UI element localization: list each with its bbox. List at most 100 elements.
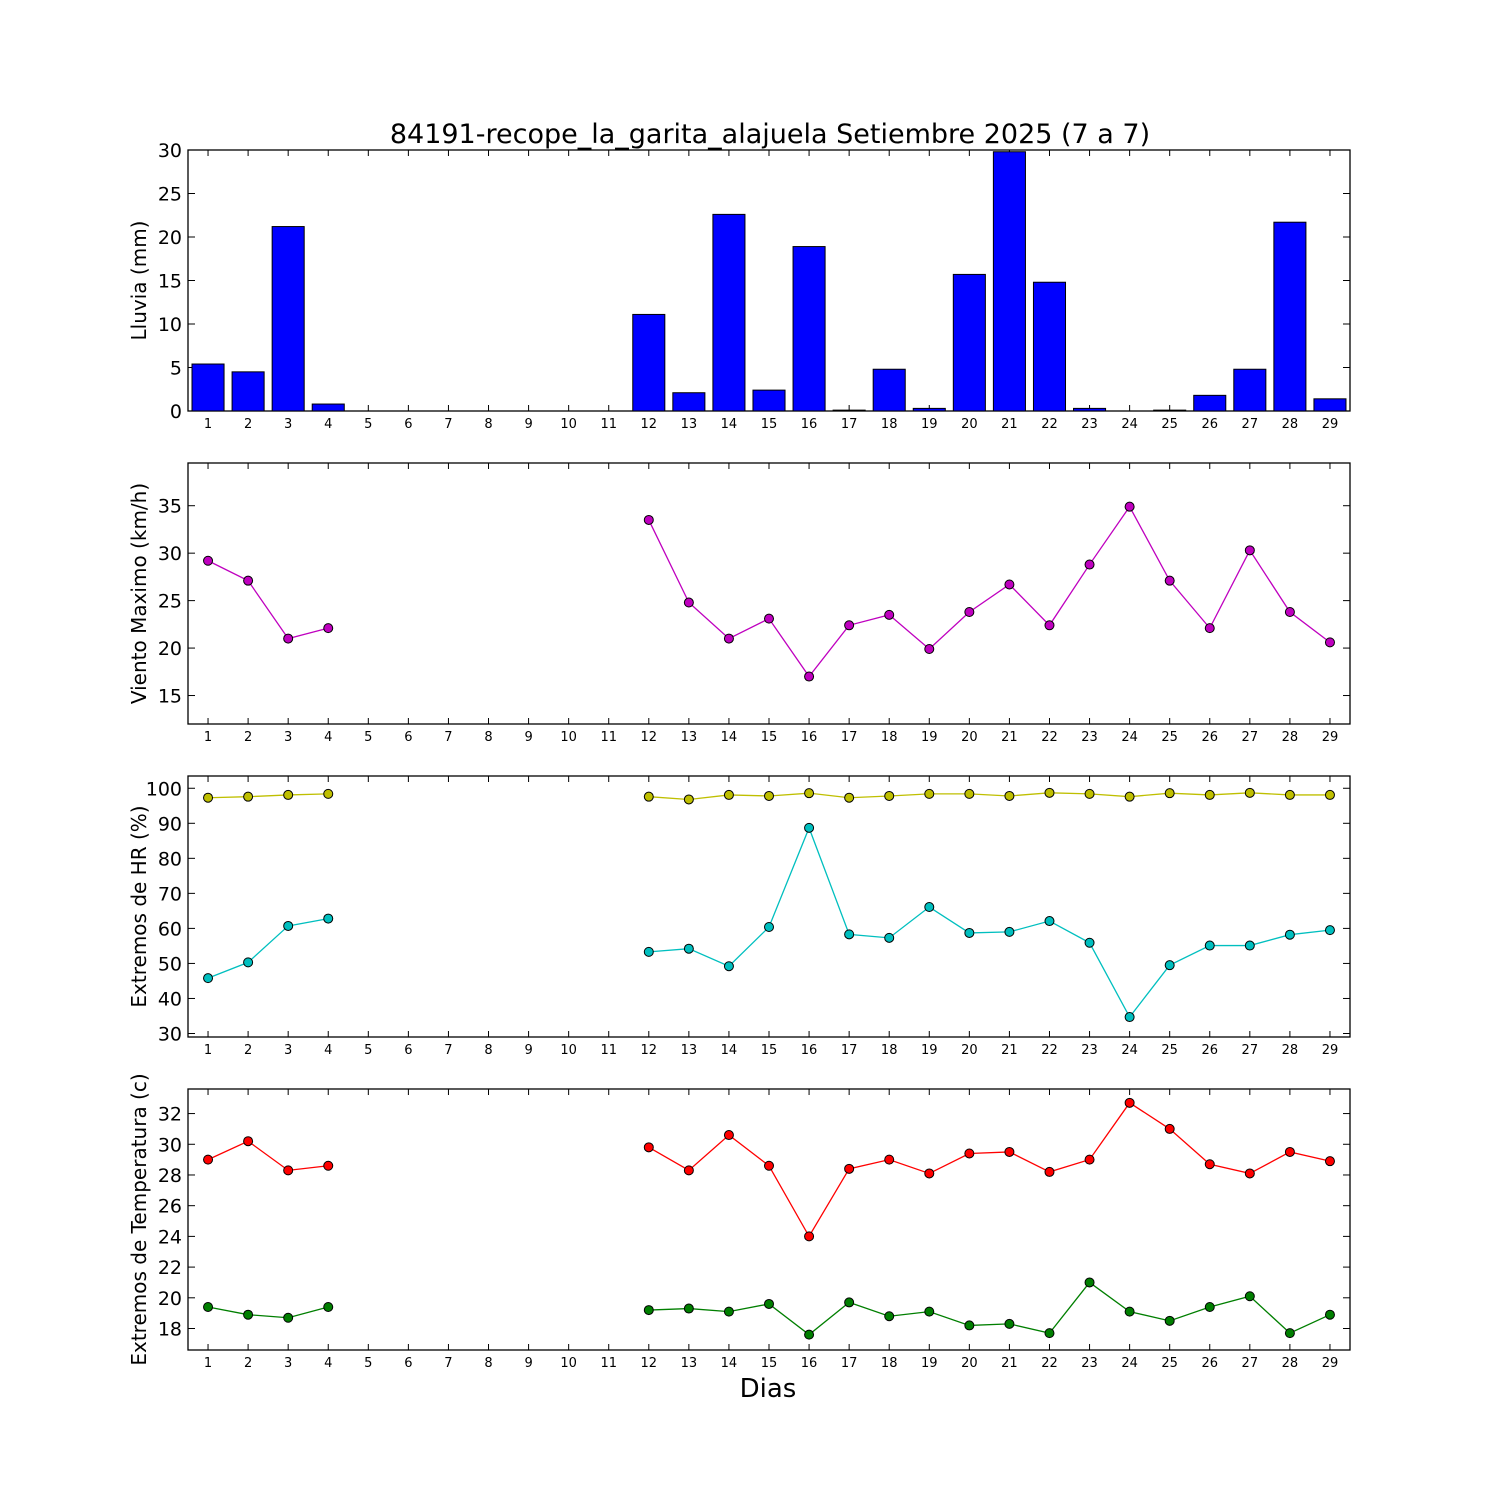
point-humedad-1-day-20 (964, 927, 975, 938)
point-humedad-0-day-16 (804, 788, 815, 799)
x-tick-label-temperatura: 24 (1121, 1356, 1138, 1371)
point-humedad-0-day-22 (1044, 787, 1055, 798)
x-tick-label-humedad: 20 (961, 1043, 978, 1058)
x-tick-label-temperatura: 20 (961, 1356, 978, 1371)
y-tick-label-lluvia: 20 (158, 227, 182, 249)
point-humedad-0-day-21 (1004, 790, 1015, 801)
x-tick-label-lluvia: 11 (600, 417, 617, 432)
x-tick-label-viento: 5 (364, 730, 372, 745)
bar-lluvia-day-26 (1193, 394, 1227, 412)
x-tick-label-viento: 7 (444, 730, 452, 745)
point-viento-0-day-14 (723, 633, 734, 644)
x-tick-label-temperatura: 8 (484, 1356, 492, 1371)
x-tick-label-viento: 23 (1081, 730, 1098, 745)
bar-lluvia-day-14 (712, 213, 746, 412)
y-tick-label-humedad: 30 (158, 1023, 182, 1045)
x-tick-label-temperatura: 18 (881, 1356, 898, 1371)
x-tick-label-temperatura: 25 (1161, 1356, 1178, 1371)
bar-lluvia-day-13 (672, 392, 706, 412)
point-humedad-0-day-3 (283, 789, 294, 800)
x-tick-label-humedad: 26 (1201, 1043, 1218, 1058)
point-temperatura-1-day-1 (203, 1302, 214, 1313)
bar-lluvia-day-16 (792, 246, 826, 412)
x-tick-label-viento: 8 (484, 730, 492, 745)
point-temperatura-1-day-27 (1244, 1291, 1255, 1302)
x-tick-label-lluvia: 21 (1001, 417, 1018, 432)
y-tick-label-humedad: 100 (146, 778, 182, 800)
point-temperatura-1-day-21 (1004, 1318, 1015, 1329)
x-tick-label-humedad: 24 (1121, 1043, 1138, 1058)
bar-lluvia-day-18 (872, 368, 906, 412)
point-temperatura-1-day-29 (1324, 1309, 1335, 1320)
series-line-humedad-1 (207, 917, 329, 979)
point-temperatura-0-day-23 (1084, 1154, 1095, 1165)
point-viento-0-day-23 (1084, 559, 1095, 570)
x-tick-label-humedad: 5 (364, 1043, 372, 1058)
x-tick-label-temperatura: 23 (1081, 1356, 1098, 1371)
point-humedad-1-day-3 (283, 920, 294, 931)
x-tick-label-temperatura: 11 (600, 1356, 617, 1371)
series-line-humedad-1 (648, 826, 1331, 1019)
point-temperatura-1-day-19 (924, 1306, 935, 1317)
y-tick-label-temperatura: 32 (158, 1104, 182, 1126)
x-tick-label-lluvia: 7 (444, 417, 452, 432)
bar-lluvia-day-22 (1032, 281, 1067, 412)
point-temperatura-1-day-15 (764, 1298, 774, 1309)
y-tick-label-viento: 20 (158, 638, 182, 660)
y-tick-label-lluvia: 10 (158, 314, 182, 336)
point-temperatura-0-day-29 (1324, 1156, 1335, 1167)
point-temperatura-1-day-24 (1124, 1306, 1135, 1317)
point-temperatura-0-day-27 (1244, 1168, 1255, 1179)
x-tick-label-temperatura: 4 (324, 1356, 332, 1371)
series-line-viento-0 (648, 505, 1331, 678)
x-tick-label-lluvia: 8 (484, 417, 492, 432)
x-tick-label-humedad: 16 (801, 1043, 818, 1058)
point-humedad-0-day-19 (924, 788, 935, 799)
y-tick-label-humedad: 60 (158, 918, 182, 940)
x-axis-label: Dias (740, 1374, 797, 1404)
series-line-temperatura-0 (648, 1101, 1331, 1238)
x-tick-label-lluvia: 9 (524, 417, 532, 432)
point-temperatura-1-day-17 (844, 1297, 855, 1308)
point-humedad-0-day-2 (243, 791, 254, 802)
x-tick-label-viento: 10 (560, 730, 577, 745)
x-tick-label-humedad: 10 (560, 1043, 577, 1058)
point-temperatura-0-day-17 (844, 1163, 855, 1174)
point-temperatura-1-day-26 (1204, 1302, 1215, 1313)
x-tick-label-temperatura: 9 (524, 1356, 532, 1371)
x-tick-label-viento: 15 (761, 730, 778, 745)
point-viento-0-day-29 (1324, 637, 1335, 648)
y-tick-label-temperatura: 30 (158, 1134, 182, 1156)
x-tick-label-humedad: 11 (600, 1043, 617, 1058)
series-line-temperatura-1 (207, 1306, 329, 1319)
x-tick-label-temperatura: 7 (444, 1356, 452, 1371)
point-temperatura-1-day-12 (643, 1305, 654, 1316)
point-temperatura-0-day-24 (1124, 1097, 1135, 1108)
point-viento-0-day-1 (203, 555, 214, 566)
point-temperatura-0-day-19 (924, 1168, 935, 1179)
x-tick-label-lluvia: 5 (364, 417, 372, 432)
x-tick-label-viento: 28 (1282, 730, 1299, 745)
x-tick-label-lluvia: 12 (641, 417, 658, 432)
point-humedad-1-day-25 (1164, 960, 1175, 971)
x-tick-label-humedad: 13 (681, 1043, 698, 1058)
y-tick-label-viento: 35 (158, 496, 182, 518)
x-tick-label-temperatura: 19 (921, 1356, 938, 1371)
point-viento-0-day-17 (844, 620, 855, 631)
point-temperatura-0-day-12 (643, 1142, 654, 1153)
x-tick-label-lluvia: 10 (560, 417, 577, 432)
x-tick-label-lluvia: 26 (1201, 417, 1218, 432)
y-tick-label-lluvia: 0 (170, 401, 182, 423)
x-tick-label-lluvia: 19 (921, 417, 938, 432)
bar-lluvia-day-3 (271, 226, 305, 412)
point-humedad-1-day-16 (804, 822, 815, 833)
point-temperatura-1-day-18 (884, 1311, 895, 1322)
x-tick-label-lluvia: 22 (1041, 417, 1058, 432)
point-temperatura-1-day-2 (243, 1309, 254, 1320)
point-viento-0-day-24 (1124, 501, 1135, 512)
point-humedad-1-day-27 (1244, 940, 1255, 951)
point-humedad-0-day-27 (1244, 787, 1255, 798)
x-tick-label-viento: 16 (801, 730, 818, 745)
x-tick-label-temperatura: 14 (721, 1356, 738, 1371)
x-tick-label-temperatura: 15 (761, 1356, 778, 1371)
